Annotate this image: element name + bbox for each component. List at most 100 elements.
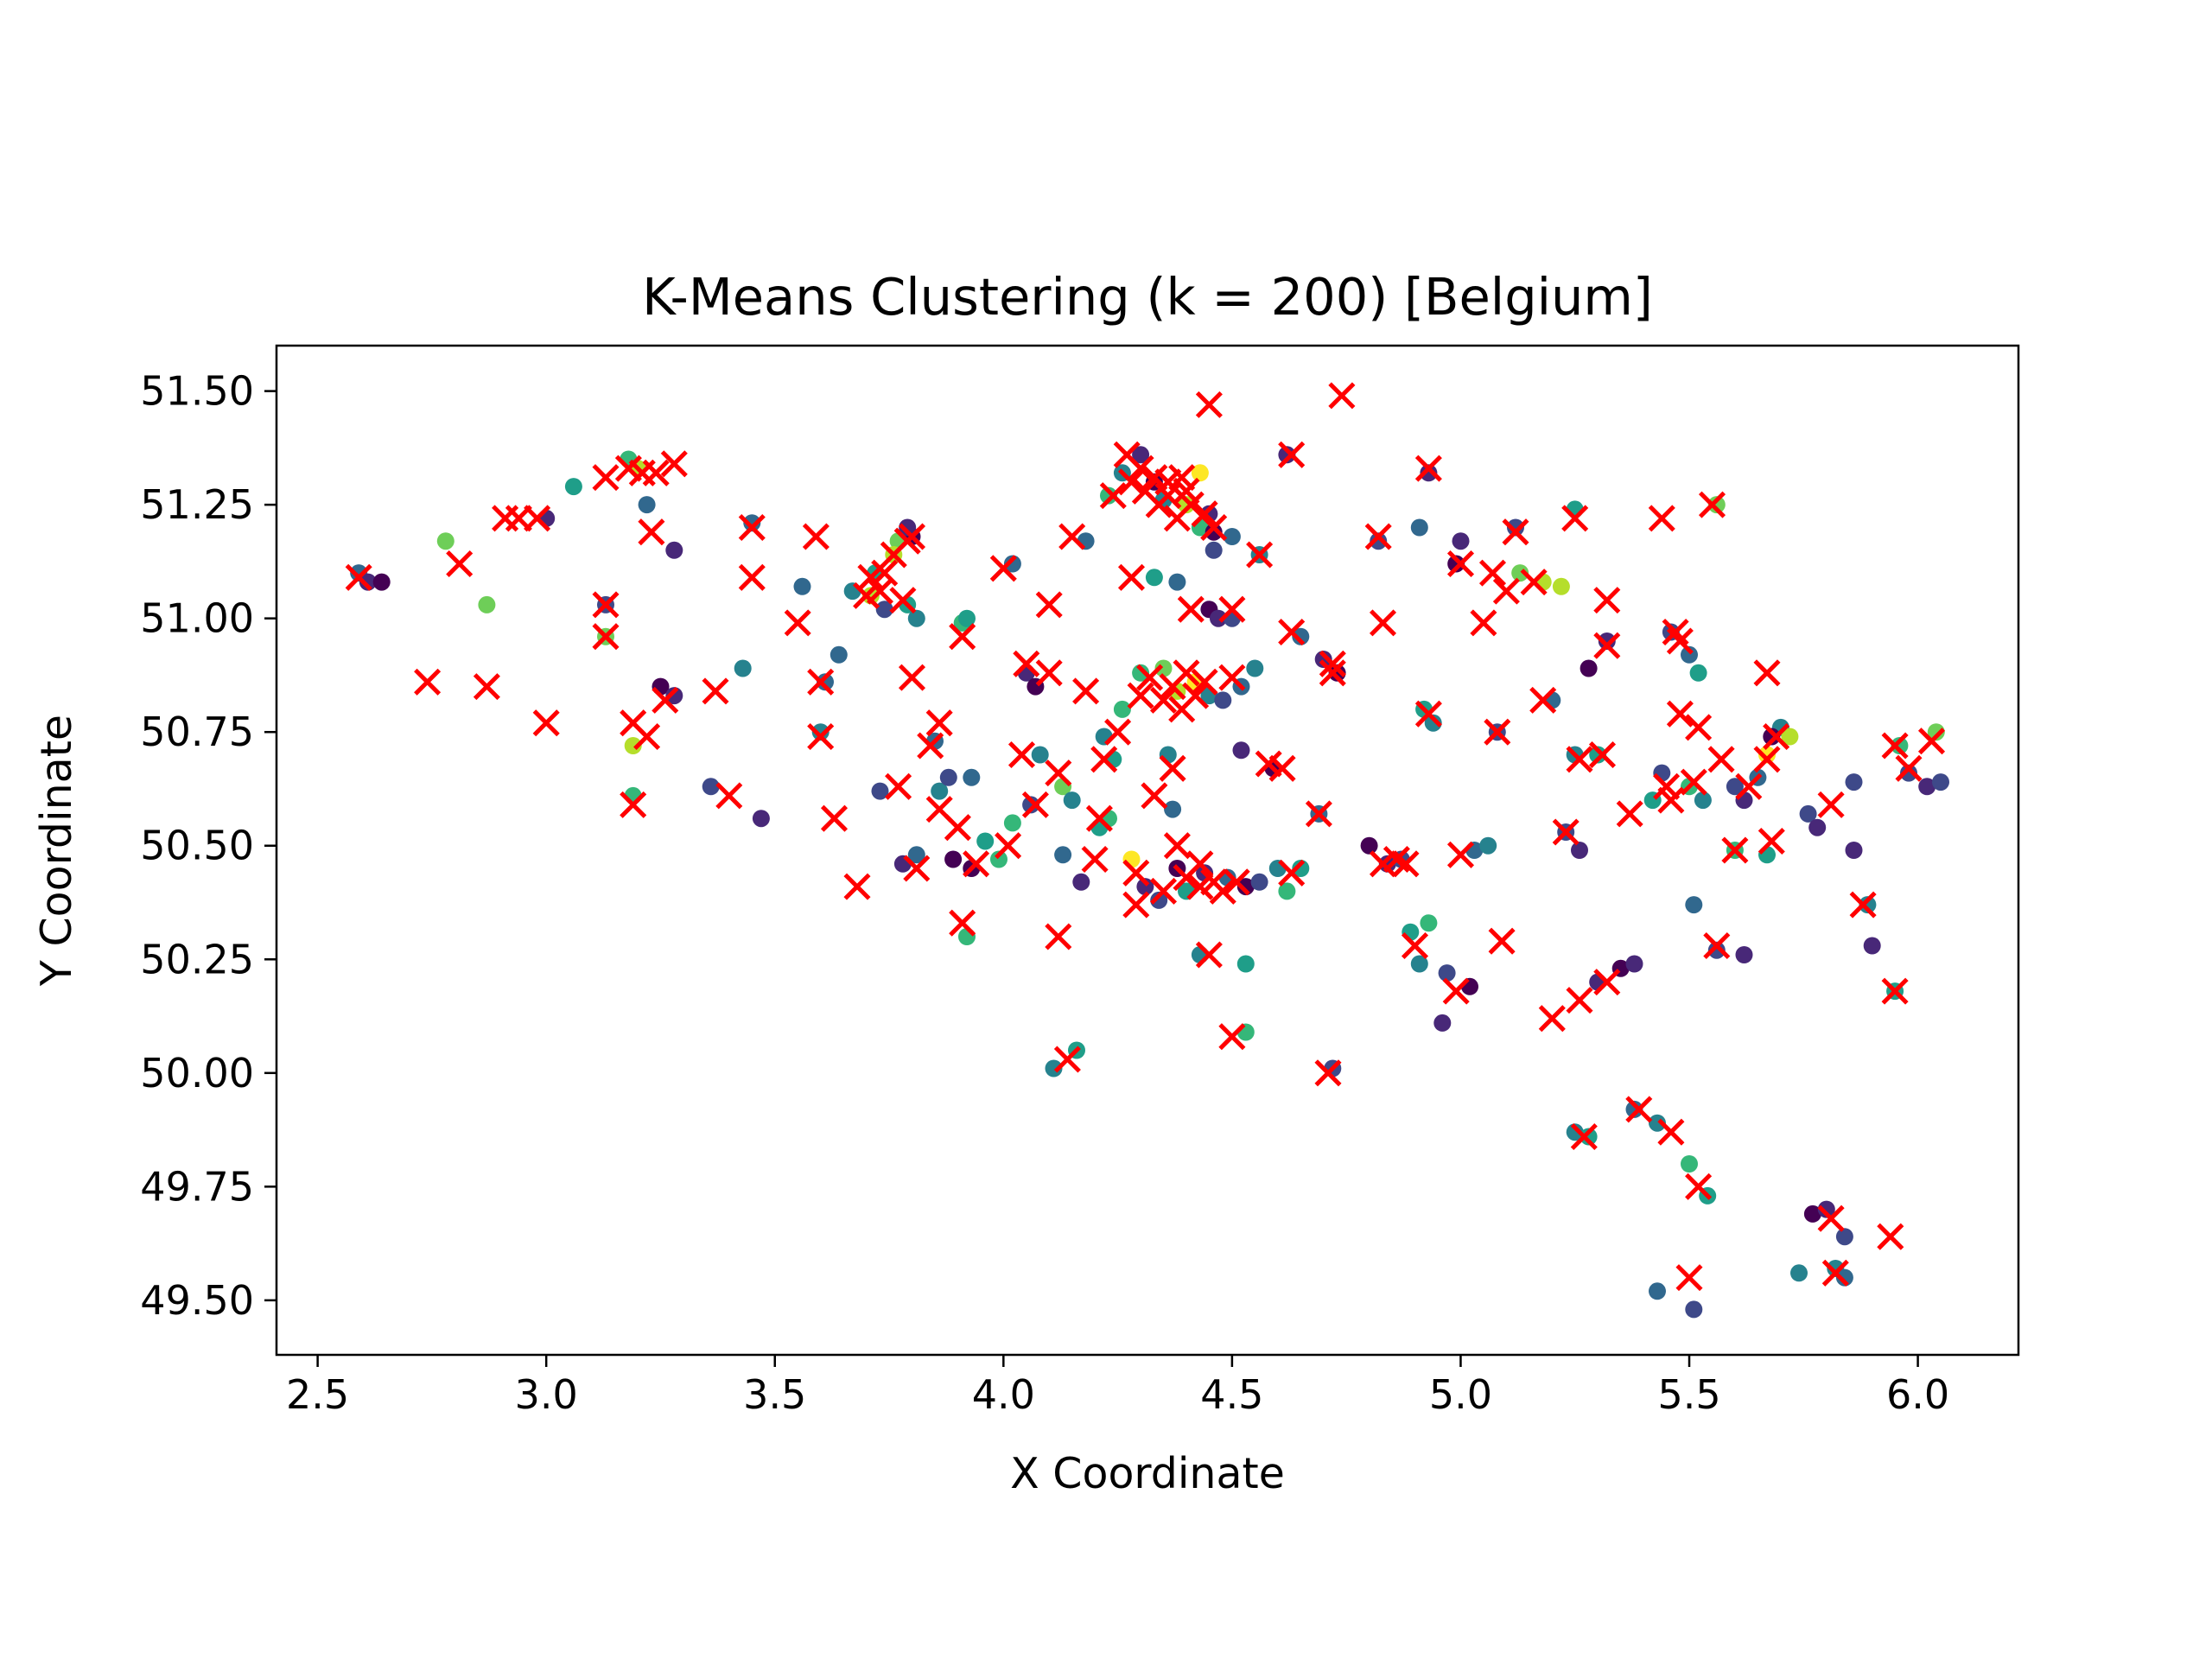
- data-point: [1859, 896, 1877, 914]
- data-point: [1292, 860, 1310, 877]
- data-point: [944, 850, 963, 868]
- x-tick-label: 6.0: [1886, 1371, 1949, 1418]
- data-point: [1817, 1200, 1835, 1218]
- data-point: [1580, 1128, 1598, 1146]
- data-point: [1164, 800, 1182, 818]
- centroid-marker: [807, 722, 835, 751]
- data-point: [1236, 878, 1255, 896]
- centroid-marker: [1666, 627, 1694, 655]
- centroid-marker: [1502, 518, 1529, 546]
- data-point: [1927, 723, 1945, 741]
- centroid-marker: [1053, 1046, 1081, 1073]
- centroid-marker: [1566, 987, 1593, 1014]
- centroid-marker: [633, 722, 661, 751]
- centroid-marker: [1163, 832, 1191, 860]
- centroid-marker: [1917, 728, 1946, 755]
- data-point: [1447, 555, 1465, 573]
- data-point: [1685, 1300, 1703, 1319]
- centroid-marker: [1223, 868, 1250, 896]
- centroid-marker: [1488, 927, 1516, 955]
- centroid-marker: [1195, 391, 1223, 418]
- data-point: [1328, 664, 1346, 682]
- centroid-marker: [524, 505, 551, 532]
- data-point: [1236, 955, 1255, 973]
- data-point: [1900, 764, 1917, 782]
- data-point: [861, 587, 880, 605]
- y-axis: 49.50 49.75 50.00 50.25 50.50 50.75 51.00 51.25…: [140, 368, 276, 1324]
- centroid-marker: [944, 814, 971, 842]
- data-point: [1410, 518, 1428, 537]
- centroid-marker: [1648, 505, 1675, 532]
- centroid-marker: [702, 677, 729, 705]
- data-point: [702, 778, 720, 796]
- centroid-marker: [414, 668, 442, 696]
- data-point: [1566, 1123, 1584, 1141]
- centroid-marker: [903, 855, 931, 882]
- centroid-marker: [843, 873, 871, 900]
- data-point: [1003, 555, 1021, 573]
- centroid-marker: [1369, 609, 1397, 637]
- data-point: [1205, 523, 1223, 541]
- centroid-marker: [1817, 1205, 1845, 1232]
- centroid-marker: [1177, 491, 1205, 518]
- data-point: [1649, 1114, 1666, 1132]
- data-point: [564, 478, 582, 496]
- centroid-marker: [889, 587, 917, 614]
- data-point: [1511, 564, 1529, 582]
- data-point: [1694, 791, 1712, 810]
- data-point: [1214, 691, 1232, 709]
- data-point: [1132, 664, 1150, 682]
- centroid-marker: [1570, 1122, 1598, 1151]
- y-tick-label: 51.25: [140, 481, 254, 528]
- centroid-marker: [1319, 650, 1346, 677]
- centroid-marker: [1305, 800, 1332, 828]
- centroid-marker: [1821, 1259, 1849, 1287]
- data-point: [1681, 1155, 1698, 1173]
- centroid-marker: [1268, 754, 1296, 782]
- centroid-marker: [1680, 768, 1707, 796]
- data-point: [1424, 714, 1442, 732]
- centroid-marker: [1136, 664, 1164, 691]
- centroid-marker: [963, 850, 990, 878]
- data-point: [1918, 778, 1936, 796]
- centroid-marker: [1484, 718, 1511, 746]
- centroid-marker: [1442, 977, 1470, 1005]
- data-point: [1132, 446, 1150, 464]
- centroid-marker: [1149, 686, 1178, 714]
- centroid-marker: [1141, 464, 1168, 492]
- centroid-marker: [1045, 760, 1072, 787]
- x-axis-label: X Coordinate: [1010, 1449, 1285, 1498]
- data-point: [1136, 878, 1154, 896]
- centroid-marker: [1209, 877, 1236, 905]
- centroid-marker: [505, 505, 532, 532]
- data-point: [1410, 955, 1428, 973]
- data-point: [1246, 659, 1264, 677]
- data-point: [1168, 573, 1186, 591]
- centroid-marker: [1013, 650, 1040, 677]
- centroid-marker: [1035, 659, 1063, 687]
- centroid-marker: [1035, 591, 1063, 619]
- y-tick-label: 49.50: [140, 1277, 254, 1324]
- data-point: [1891, 737, 1909, 754]
- centroid-marker: [917, 732, 944, 760]
- centroid-marker: [592, 591, 620, 619]
- x-tick-label: 4.0: [972, 1371, 1035, 1418]
- centroid-marker: [738, 563, 766, 591]
- data-point: [1685, 896, 1703, 914]
- centroid-marker: [1186, 850, 1214, 878]
- data-point: [1507, 518, 1524, 537]
- centroid-marker: [820, 804, 849, 832]
- centroid-marker: [1593, 632, 1621, 659]
- chart-title: K-Means Clustering (k = 200) [Belgium]: [642, 267, 1653, 327]
- data-point: [1278, 882, 1296, 900]
- centroid-marker: [1721, 836, 1749, 864]
- centroid-marker: [1566, 746, 1593, 773]
- centroid-marker: [1255, 750, 1282, 778]
- data-point: [1726, 778, 1744, 796]
- data-point: [1763, 728, 1781, 746]
- data-point: [1681, 645, 1698, 664]
- data-point: [907, 846, 925, 864]
- centroid-marker: [898, 523, 926, 550]
- centroid-marker: [1182, 682, 1210, 709]
- centroid-marker: [1085, 804, 1113, 832]
